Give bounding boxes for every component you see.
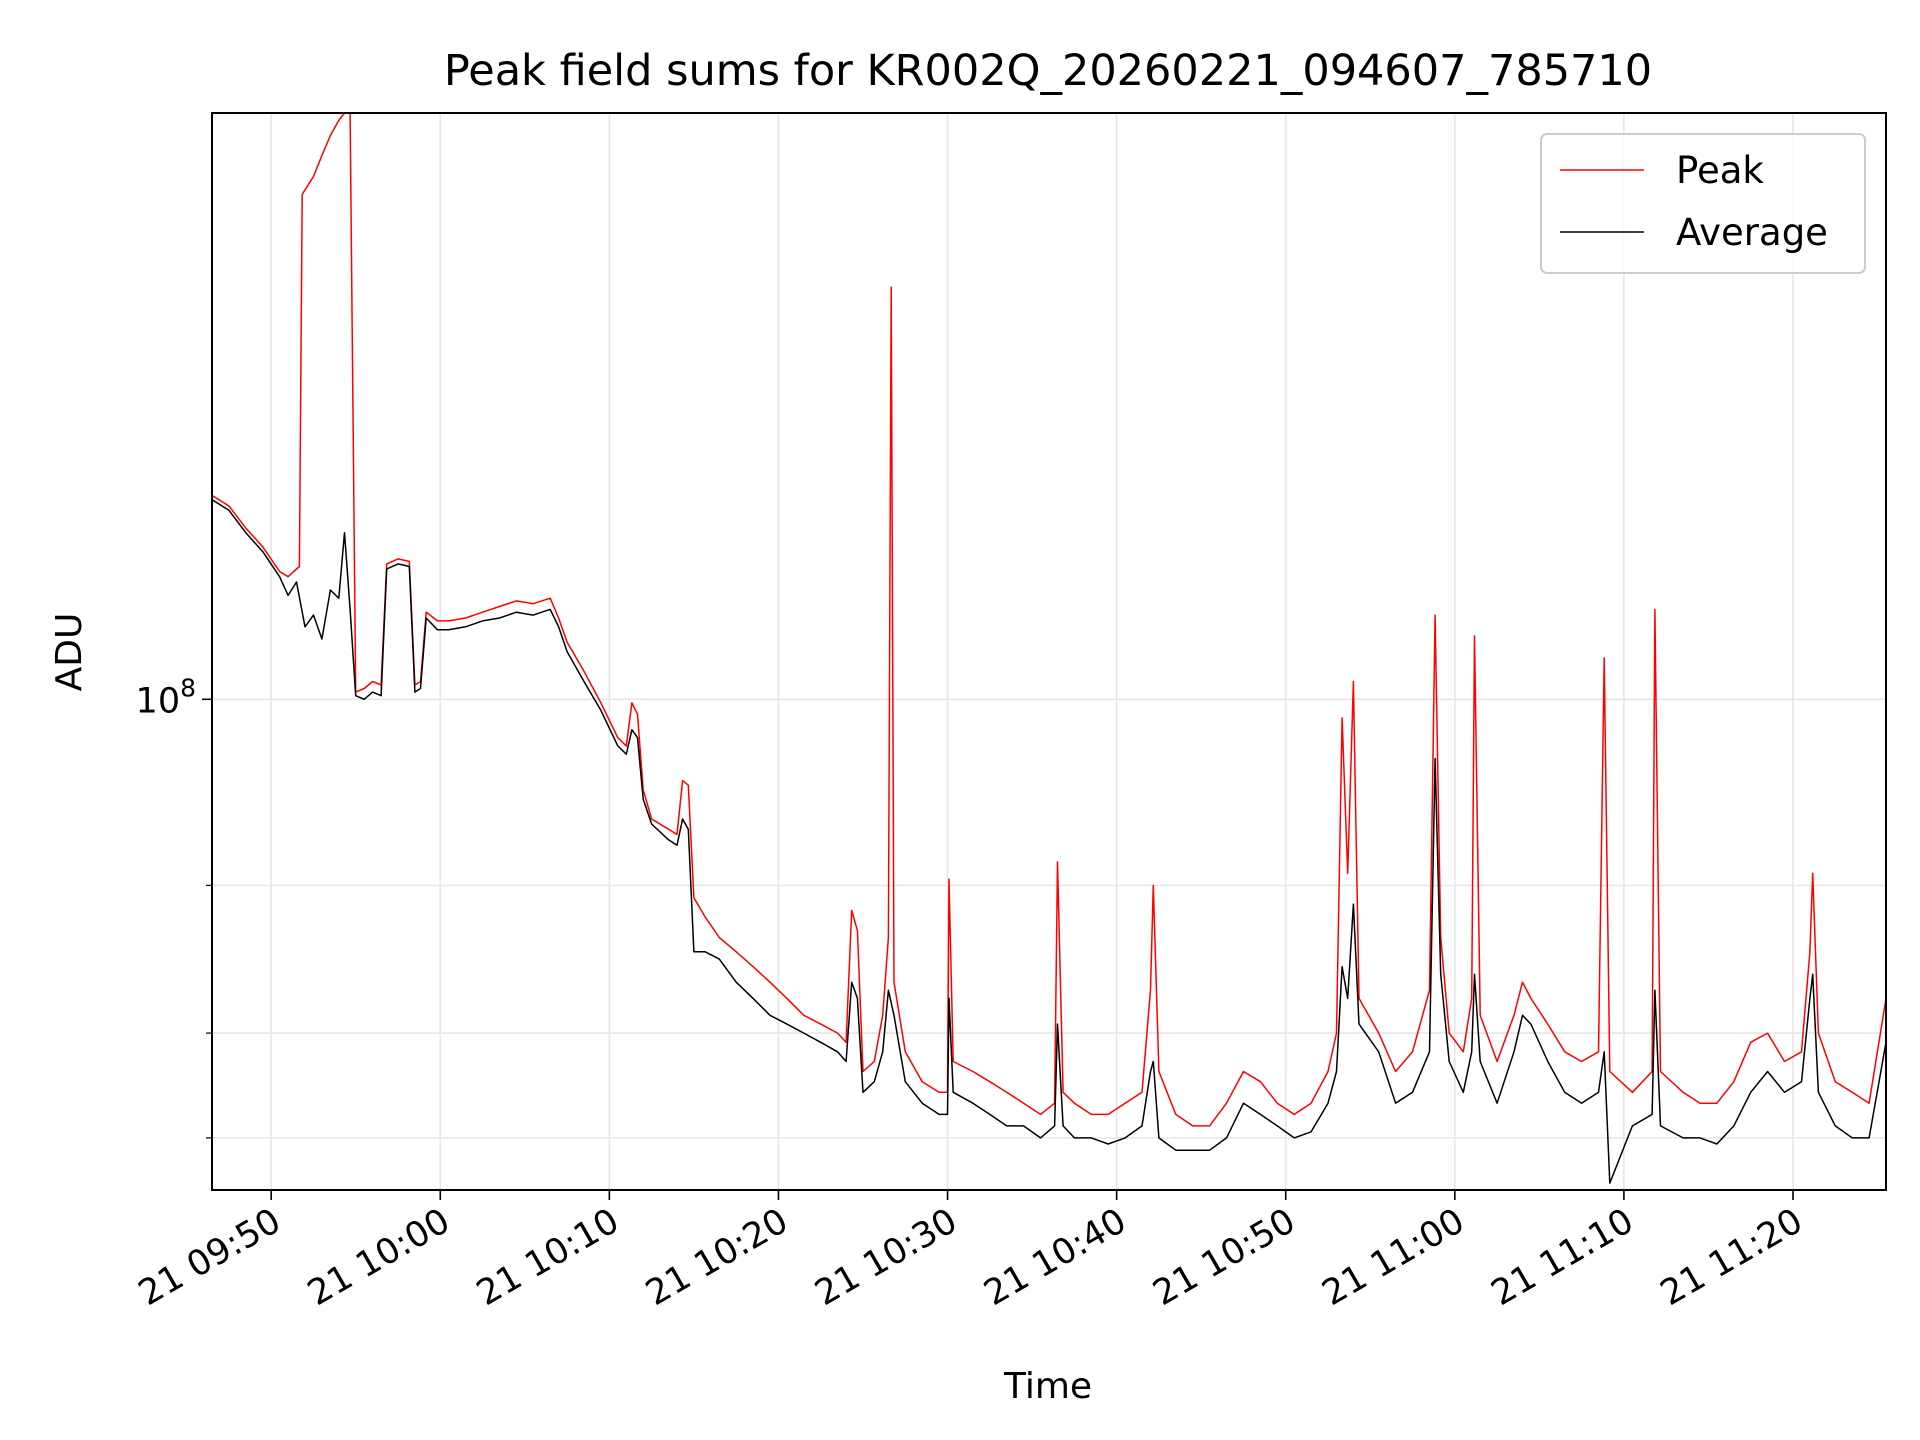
grid — [212, 113, 1886, 1190]
y-tick-label: 108 — [136, 673, 196, 721]
series-layer — [212, 113, 1886, 1184]
y-tick-label-exponent: 8 — [180, 673, 196, 702]
legend: Peak Average — [1540, 133, 1866, 274]
legend-peak-label: Peak — [1676, 149, 1764, 192]
y-axis: 108 — [136, 673, 212, 1139]
plot-frame — [211, 112, 1887, 1191]
y-tick-label-base: 10 — [136, 681, 181, 721]
chart-title: Peak field sums for KR002Q_20260221_0946… — [444, 46, 1652, 96]
legend-average-label: Average — [1676, 211, 1828, 254]
x-axis-label: Time — [1003, 1366, 1092, 1407]
series-line-average — [212, 498, 1886, 1184]
y-axis-label: ADU — [49, 613, 90, 692]
legend-box — [1540, 133, 1866, 274]
